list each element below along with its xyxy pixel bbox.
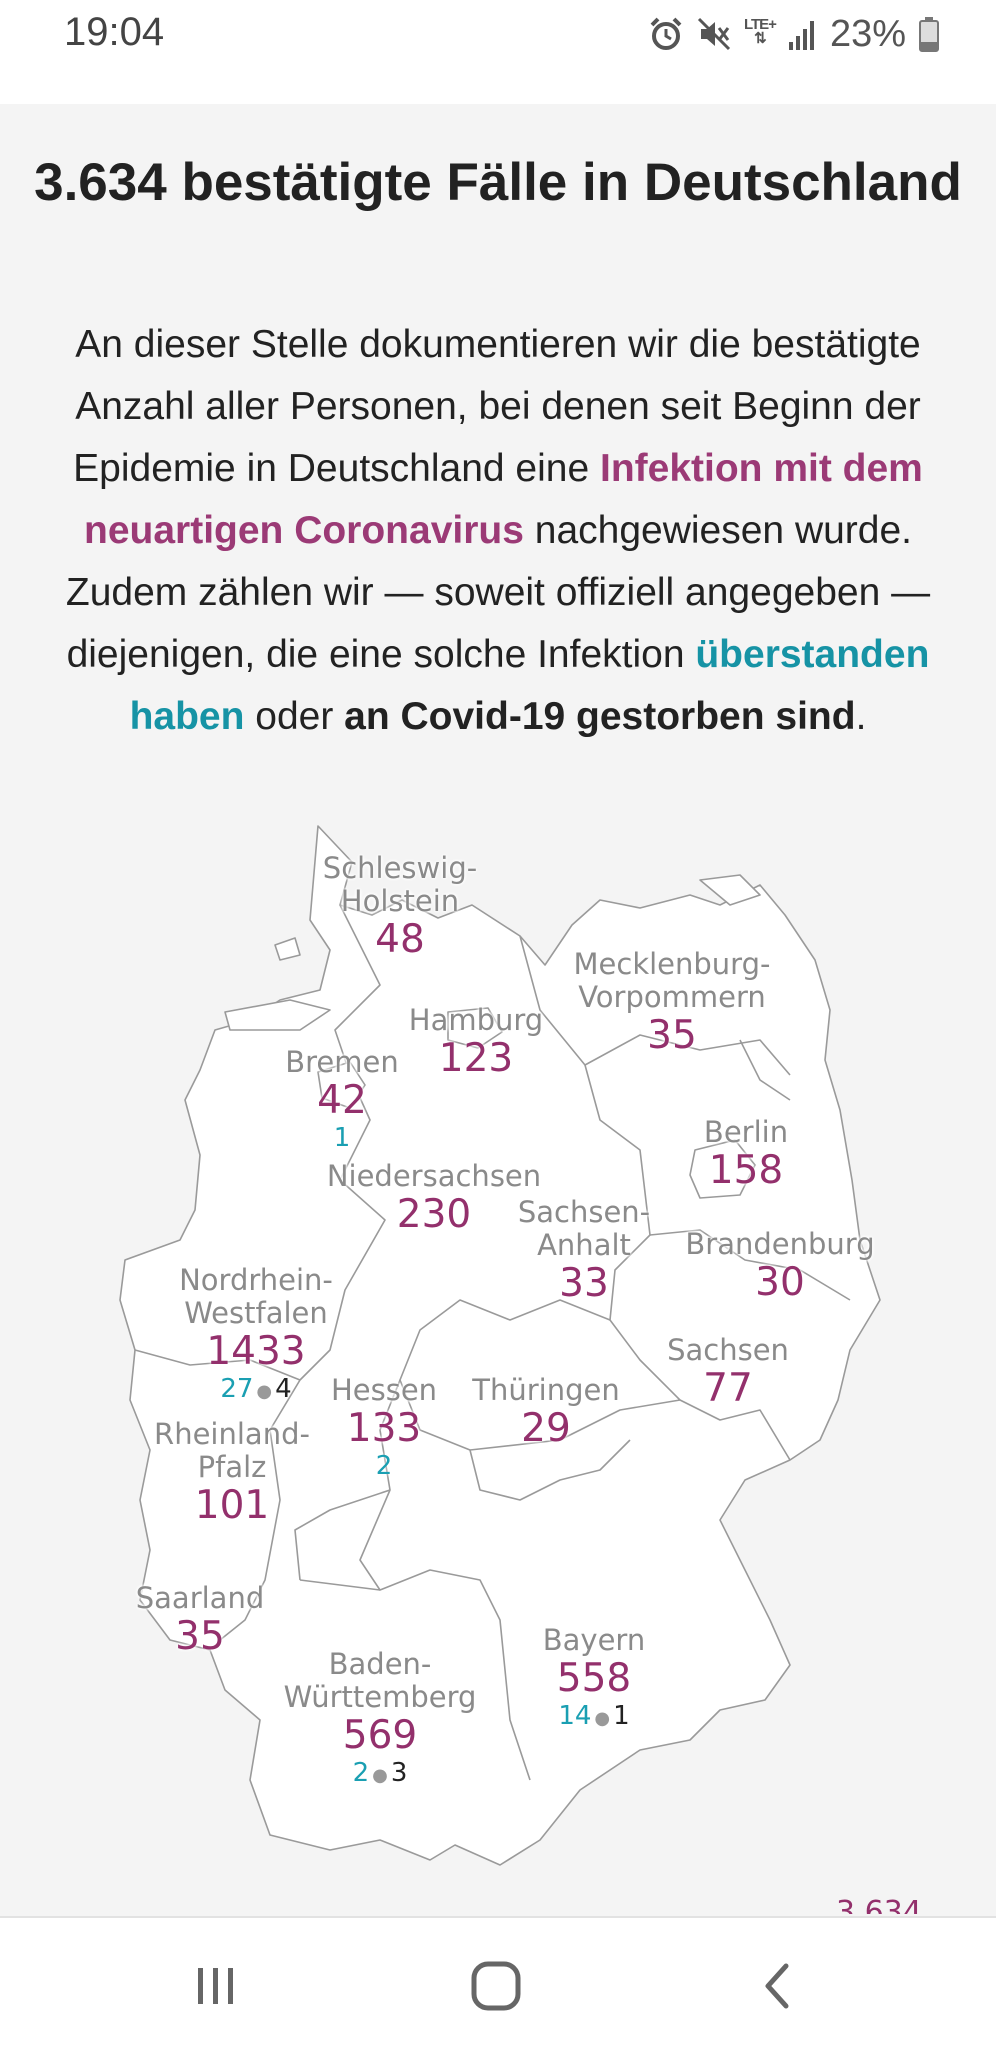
state-cases: 48 — [375, 917, 425, 962]
state-name: Mecklenburg- Vorpommern — [573, 947, 771, 1014]
state-outcomes: 27 ● 4 — [220, 1374, 292, 1404]
state-recovered: 27 — [220, 1374, 254, 1404]
state-name: Bayern — [542, 1623, 646, 1657]
intro-part-4: . — [855, 695, 867, 738]
state-cases: 35 — [647, 1013, 697, 1058]
state-hessen[interactable]: Hessen 133 2 — [330, 1373, 438, 1482]
state-name: Thüringen — [472, 1373, 620, 1407]
page-title: 3.634 bestätigte Fälle in Deutschland — [34, 153, 962, 212]
state-cases: 35 — [175, 1614, 225, 1659]
intro-part-3: oder — [244, 695, 345, 738]
state-thueringen[interactable]: Thüringen 29 — [472, 1374, 619, 1451]
state-hamburg[interactable]: Hamburg 123 — [409, 1004, 543, 1081]
state-name: Sachsen- Anhalt — [517, 1195, 651, 1262]
state-outcomes: 2 ● 3 — [352, 1758, 408, 1788]
state-recovered: 14 — [558, 1701, 592, 1731]
state-cases: 30 — [755, 1260, 805, 1305]
state-mecklenburg-vorpommern[interactable]: Mecklenburg- Vorpommern 35 — [574, 948, 771, 1058]
state-name: Hamburg — [408, 1003, 544, 1037]
state-niedersachsen[interactable]: Niedersachsen 230 — [327, 1160, 541, 1237]
home-icon[interactable] — [466, 1958, 526, 2014]
state-name: Bremen — [285, 1045, 399, 1079]
state-deaths: 1 — [613, 1701, 630, 1731]
state-berlin[interactable]: Berlin 158 — [704, 1116, 788, 1193]
intro-text: An dieser Stelle dokumentieren wir die b… — [30, 314, 966, 748]
state-name: Saarland — [135, 1581, 265, 1615]
lte-icon: LTE+ ⇅ — [743, 16, 777, 47]
state-cases: 1433 — [206, 1329, 306, 1374]
country-outline — [119, 825, 881, 1866]
state-sachsen[interactable]: Sachsen 77 — [667, 1334, 789, 1411]
state-cases: 101 — [194, 1483, 270, 1528]
battery-icon — [918, 16, 940, 52]
network-type: LTE+ — [743, 16, 777, 33]
state-outcomes: 14 ● 1 — [558, 1701, 630, 1731]
state-name: Baden- Württemberg — [283, 1647, 477, 1714]
status-time: 19:04 — [64, 10, 165, 54]
state-outcomes: 1 — [285, 1123, 399, 1153]
state-recovered: 2 — [375, 1451, 393, 1481]
state-name: Nordrhein- Westfalen — [179, 1263, 333, 1330]
state-rheinland-pfalz[interactable]: Rheinland- Pfalz 101 — [154, 1418, 310, 1528]
state-cases: 569 — [342, 1713, 418, 1758]
state-recovered: 2 — [352, 1758, 370, 1788]
state-cases: 133 — [346, 1406, 422, 1451]
state-baden-wuerttemberg[interactable]: Baden- Württemberg 569 2 ● 3 — [284, 1648, 477, 1791]
state-name: Rheinland- Pfalz — [154, 1417, 310, 1484]
state-recovered: 1 — [333, 1123, 351, 1153]
link-infection[interactable]: Infektion mit dem neuartigen Coronavirus — [84, 447, 923, 552]
state-cases: 33 — [559, 1261, 609, 1306]
state-cases: 42 — [317, 1078, 367, 1123]
state-cases: 158 — [708, 1148, 784, 1193]
alarm-icon — [648, 16, 684, 52]
article: 3.634 bestätigte Fälle in Deutschland An… — [0, 104, 996, 1916]
navigation-bar — [0, 1916, 996, 2050]
state-name: Hessen — [330, 1373, 438, 1407]
state-brandenburg[interactable]: Brandenburg 30 — [685, 1228, 874, 1305]
signal-icon — [788, 18, 818, 50]
battery-percent: 23% — [829, 12, 906, 55]
state-name: Niedersachsen — [326, 1159, 542, 1193]
state-outcomes: 2 — [331, 1451, 437, 1481]
state-cases: 123 — [438, 1036, 514, 1081]
status-icons: LTE+ ⇅ 23% — [648, 10, 940, 58]
back-icon[interactable] — [748, 1958, 808, 2014]
state-cases: 77 — [703, 1366, 753, 1411]
state-name: Schleswig- Holstein — [322, 851, 478, 918]
state-name: Berlin — [703, 1115, 789, 1149]
status-bar: 19:04 LTE+ ⇅ — [0, 0, 996, 104]
link-recovered[interactable]: überstanden haben — [129, 633, 930, 738]
mute-icon — [696, 16, 732, 52]
link-deaths[interactable]: an Covid-19 gestorben sind — [344, 695, 856, 738]
state-name: Brandenburg — [685, 1227, 875, 1261]
state-nordrhein-westfalen[interactable]: Nordrhein- Westfalen 1433 27 ● 4 — [179, 1264, 333, 1407]
state-schleswig-holstein[interactable]: Schleswig- Holstein 48 — [323, 852, 477, 962]
intro-part-1: An dieser Stelle dokumentieren wir die b… — [73, 323, 921, 490]
state-cases: 558 — [556, 1656, 632, 1701]
recents-icon[interactable] — [186, 1958, 246, 2014]
state-cases: 29 — [521, 1406, 571, 1451]
state-saarland[interactable]: Saarland 35 — [136, 1582, 265, 1659]
state-sachsen-anhalt[interactable]: Sachsen- Anhalt 33 — [518, 1196, 650, 1306]
state-bayern[interactable]: Bayern 558 14 ● 1 — [543, 1624, 645, 1734]
intro-part-2: nachgewiesen wurde. Zudem zählen wir — s… — [65, 509, 931, 676]
state-deaths: 4 — [275, 1374, 292, 1404]
state-cases: 230 — [396, 1192, 472, 1237]
total-cases-peek: 3.634 — [836, 1898, 922, 1914]
state-bremen[interactable]: Bremen 42 1 — [285, 1045, 399, 1154]
state-name: Sachsen — [667, 1333, 789, 1367]
state-deaths: 3 — [390, 1758, 408, 1788]
